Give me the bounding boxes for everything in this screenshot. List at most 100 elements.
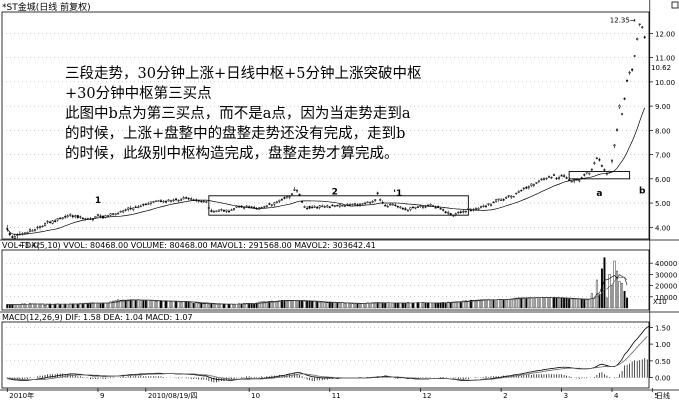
volume-bar bbox=[381, 302, 384, 309]
candle bbox=[351, 203, 354, 206]
x-tick-label: 4 bbox=[614, 392, 619, 400]
candle bbox=[230, 208, 233, 211]
volume-bar bbox=[235, 304, 238, 309]
volume-bar bbox=[11, 304, 14, 309]
candle bbox=[260, 206, 263, 209]
volume-bar bbox=[142, 300, 145, 309]
volume-bar bbox=[172, 301, 175, 309]
volume-bar bbox=[517, 297, 520, 309]
candle bbox=[69, 213, 72, 217]
volume-bar bbox=[270, 300, 273, 309]
candle bbox=[265, 205, 268, 208]
volume-bar bbox=[558, 297, 561, 309]
candle bbox=[391, 203, 394, 206]
last-price-label: 10.62 bbox=[651, 64, 671, 72]
volume-bar bbox=[202, 303, 205, 309]
volume-bar bbox=[296, 300, 298, 309]
volume-bar bbox=[74, 303, 77, 309]
chart-point-label: 2 bbox=[332, 188, 338, 198]
volume-bar bbox=[550, 297, 553, 309]
volume-bar bbox=[210, 303, 213, 309]
volume-bar bbox=[139, 300, 142, 309]
volume-bar bbox=[616, 270, 618, 309]
macd-tick-label: 0.50 bbox=[655, 358, 671, 366]
candle bbox=[316, 205, 319, 209]
candle bbox=[273, 201, 276, 207]
zhongshu-box bbox=[568, 171, 631, 180]
candle bbox=[515, 192, 518, 195]
volume-bar bbox=[278, 300, 281, 309]
candle bbox=[583, 173, 586, 177]
volume-bar bbox=[351, 303, 354, 309]
candle bbox=[122, 209, 125, 214]
volume-bar bbox=[192, 302, 195, 309]
volume-bar bbox=[190, 302, 193, 309]
candle bbox=[484, 204, 488, 209]
volume-bar bbox=[532, 297, 535, 309]
zhongshu-boxes bbox=[208, 171, 631, 216]
maximize-icon[interactable] bbox=[671, 1, 679, 9]
volume-bar bbox=[23, 303, 26, 309]
candle bbox=[449, 213, 452, 216]
volume-bar bbox=[122, 299, 125, 309]
price-candles bbox=[6, 23, 646, 240]
candle bbox=[359, 202, 362, 207]
candle bbox=[396, 205, 399, 209]
candle bbox=[49, 220, 52, 224]
candle bbox=[205, 200, 208, 203]
volume-bar bbox=[99, 303, 102, 309]
volume-bar bbox=[391, 302, 394, 309]
volume-bar bbox=[626, 297, 629, 309]
candle bbox=[442, 208, 445, 212]
volume-bar bbox=[611, 285, 613, 309]
volume-bar bbox=[333, 302, 336, 309]
volume-bar bbox=[510, 298, 513, 309]
volume-bar bbox=[112, 300, 115, 309]
volume-bar bbox=[28, 303, 31, 309]
volume-bar bbox=[119, 300, 122, 309]
candle bbox=[595, 156, 598, 160]
volume-bar bbox=[343, 303, 346, 309]
candle bbox=[369, 201, 372, 205]
volume-bar bbox=[439, 302, 442, 309]
volume-bar bbox=[472, 300, 475, 309]
volume-bar bbox=[422, 302, 424, 309]
volume-bar bbox=[444, 302, 447, 309]
x-tick-label: 2010/08/19/四 bbox=[148, 392, 198, 400]
candle bbox=[553, 173, 556, 176]
volume-bar bbox=[291, 300, 293, 309]
candle bbox=[384, 203, 387, 207]
volume-bar bbox=[497, 299, 500, 309]
candle bbox=[112, 213, 115, 216]
volume-bar bbox=[160, 300, 162, 309]
volume-tick-label: 10000 bbox=[655, 294, 677, 302]
volume-bar bbox=[361, 303, 364, 309]
volume-bar bbox=[401, 302, 404, 309]
chart-point-label: 1 bbox=[95, 196, 101, 206]
volume-bar bbox=[147, 299, 150, 309]
volume-bar bbox=[321, 301, 324, 309]
candle bbox=[338, 203, 341, 209]
volume-bar bbox=[260, 301, 263, 309]
candle bbox=[182, 196, 185, 200]
chart-title: *ST金城(日线 前复权) bbox=[2, 1, 91, 13]
candle bbox=[374, 199, 377, 203]
volume-bar bbox=[238, 303, 241, 309]
candle bbox=[563, 173, 566, 178]
candle bbox=[570, 180, 573, 183]
macd-lines bbox=[7, 325, 651, 382]
volume-bar bbox=[36, 304, 39, 309]
volume-bar bbox=[228, 304, 230, 309]
volume-bar bbox=[487, 299, 490, 309]
candle bbox=[411, 206, 414, 209]
candle bbox=[530, 183, 533, 188]
volume-bar bbox=[220, 303, 223, 309]
volume-bar bbox=[303, 300, 306, 309]
candle bbox=[495, 198, 498, 203]
volume-bar bbox=[515, 297, 518, 309]
candle bbox=[522, 187, 525, 191]
price-tick-label: 7.00 bbox=[655, 152, 671, 160]
volume-bar bbox=[336, 302, 339, 309]
candle bbox=[321, 204, 324, 208]
volume-bar bbox=[306, 300, 309, 309]
